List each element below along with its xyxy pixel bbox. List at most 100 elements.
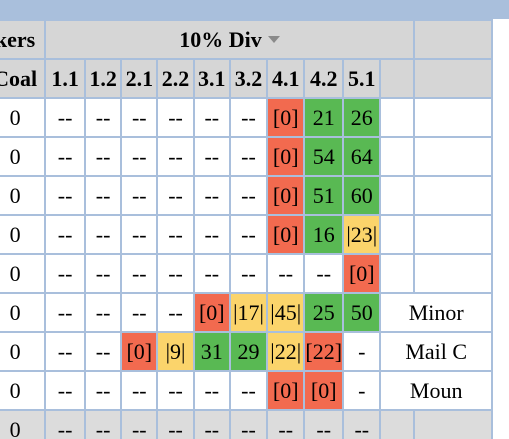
coal-cell: 0 (0, 177, 45, 214)
col-header-3-2[interactable]: 3.2 (230, 60, 267, 97)
table-cell-red: [0] (268, 216, 304, 253)
table-cell: -- (158, 411, 193, 439)
table-row: 0 -- -- [0] |9| 31 29 |22| [22] - Mail C (0, 333, 491, 370)
table-cell: -- (344, 411, 380, 439)
table-cell: -- (268, 411, 304, 439)
col-header-4-1[interactable]: 4.1 (268, 60, 304, 97)
col-header-2-2[interactable]: 2.2 (158, 60, 193, 97)
table-row: 0 -- -- -- -- -- -- [0] 21 26 (0, 99, 491, 136)
column-header-row: Coal 1.1 1.2 2.1 2.2 3.1 3.2 4.1 4.2 5.1 (0, 60, 491, 97)
coal-cell: 0 (0, 99, 45, 136)
table-cell-green: 31 (194, 333, 229, 370)
table-cell: -- (305, 411, 343, 439)
table-cell: -- (85, 138, 121, 175)
row-extra (414, 216, 491, 253)
table-row: 0 -- -- -- -- [0] |17| |45| 25 50 Minor (0, 294, 491, 331)
col-header-4-2[interactable]: 4.2 (305, 60, 343, 97)
table-cell-red: [0] (122, 333, 157, 370)
table-cell: -- (85, 99, 121, 136)
coal-cell: 0 (0, 372, 45, 409)
table-row: 0 -- -- -- -- -- -- [0] 16 |23| (0, 216, 491, 253)
table-cell-green: 54 (305, 138, 343, 175)
header-spacer (414, 21, 491, 58)
table-cell: -- (230, 411, 267, 439)
table-cell: -- (85, 411, 121, 439)
col-header-spacer (381, 60, 413, 97)
table-cell: -- (230, 177, 267, 214)
table-cell: -- (85, 333, 121, 370)
table-row: 0 -- -- -- -- -- -- [0] 54 64 (0, 138, 491, 175)
col-header-5-1[interactable]: 5.1 (344, 60, 380, 97)
table-cell-yellow: |17| (230, 294, 267, 331)
table-cell: -- (230, 216, 267, 253)
table-cell-red: [0] (268, 177, 304, 214)
col-header-1-2[interactable]: 1.2 (85, 60, 121, 97)
ten-percent-div-header[interactable]: 10% Div (46, 21, 413, 58)
table-cell: -- (46, 138, 84, 175)
table-cell: -- (194, 138, 229, 175)
coal-cell: 0 (0, 333, 45, 370)
row-extra (414, 255, 491, 292)
workers-header-label: kers (0, 26, 36, 52)
coal-cell: 0 (0, 294, 45, 331)
table-cell: -- (85, 294, 121, 331)
col-header-1-1[interactable]: 1.1 (46, 60, 84, 97)
table-cell: -- (122, 372, 157, 409)
table-cell: -- (46, 216, 84, 253)
table-cell-green: 50 (344, 294, 380, 331)
table-cell-yellow: |22| (268, 333, 304, 370)
table-cell: -- (46, 99, 84, 136)
row-note (381, 99, 413, 136)
table-cell-green: 60 (344, 177, 380, 214)
table-cell: -- (46, 255, 84, 292)
table-row: 0 -- -- -- -- -- -- [0] [0] - Moun (0, 372, 491, 409)
table-cell-green: 25 (305, 294, 343, 331)
table-cell: -- (46, 294, 84, 331)
table-cell-red: [0] (268, 99, 304, 136)
table-cell-yellow: |45| (268, 294, 304, 331)
group-header-row: kers 10% Div (0, 21, 491, 58)
table-cell: -- (85, 216, 121, 253)
table-cell-yellow: |9| (158, 333, 193, 370)
table-cell: -- (85, 372, 121, 409)
table-cell-red: [0] (344, 255, 380, 292)
table-cell: -- (158, 372, 193, 409)
table-cell: -- (230, 138, 267, 175)
table-cell: -- (85, 177, 121, 214)
group-title: 10% Div (179, 26, 262, 52)
workers-header: kers (0, 21, 45, 58)
table-cell-red: [22] (305, 333, 343, 370)
table-cell-red: [0] (268, 372, 304, 409)
table-cell: -- (268, 255, 304, 292)
coal-cell: 0 (0, 411, 45, 439)
table-cell: -- (46, 372, 84, 409)
table-cell: -- (230, 99, 267, 136)
row-note: Moun (381, 372, 491, 409)
table-cell: -- (158, 255, 193, 292)
table-cell-red: [0] (194, 294, 229, 331)
coal-cell: 0 (0, 216, 45, 253)
table-cell: -- (122, 411, 157, 439)
table-cell: -- (46, 411, 84, 439)
col-header-3-1[interactable]: 3.1 (194, 60, 229, 97)
table-cell: -- (122, 255, 157, 292)
row-extra (414, 411, 491, 439)
table-cell: -- (85, 255, 121, 292)
row-note: Mail C (381, 333, 491, 370)
progress-table: kers 10% Div Coal 1.1 1.2 2.1 2.2 3.1 3.… (0, 19, 493, 439)
table-cell-green: 21 (305, 99, 343, 136)
table-cell-green: 64 (344, 138, 380, 175)
col-header-coal[interactable]: Coal (0, 60, 45, 97)
col-header-2-1[interactable]: 2.1 (122, 60, 157, 97)
table-cell: -- (158, 177, 193, 214)
row-note (381, 411, 413, 439)
row-note (381, 216, 413, 253)
table-cell-green: 29 (230, 333, 267, 370)
table-cell: - (344, 372, 380, 409)
dropdown-caret-icon[interactable] (267, 35, 280, 43)
table-cell: -- (122, 294, 157, 331)
table-row: 0 -- -- -- -- -- -- -- -- [0] (0, 255, 491, 292)
table-cell: -- (194, 216, 229, 253)
table-cell: -- (122, 216, 157, 253)
table-row: 0 -- -- -- -- -- -- [0] 51 60 (0, 177, 491, 214)
